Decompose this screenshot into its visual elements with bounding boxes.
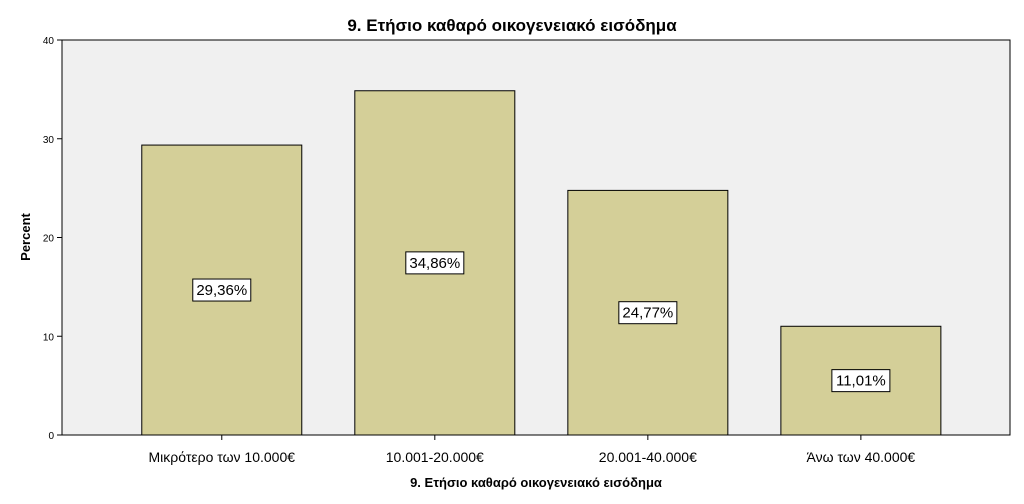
data-label-box-2 — [618, 301, 678, 325]
data-label-0: 29,36% — [196, 282, 247, 299]
data-label-2: 24,77% — [622, 305, 673, 322]
data-label-1: 34,86% — [409, 255, 460, 272]
y-tick-label-4: 40 — [43, 36, 55, 47]
y-axis-title: Percent — [18, 212, 33, 260]
category-label-0: Μικρότερο των 10.000€ — [149, 449, 296, 465]
data-label-3: 11,01% — [836, 373, 886, 390]
category-label-1: 10.001-20.000€ — [386, 449, 484, 465]
data-label-box-1 — [405, 251, 465, 275]
chart-title: 9. Ετήσιο καθαρό οικογενειακό εισόδημα — [347, 16, 677, 35]
category-label-3: Άνω των 40.000€ — [807, 449, 916, 465]
category-label-2: 20.001-40.000€ — [599, 449, 697, 465]
x-axis-title: 9. Ετήσιο καθαρό οικογενειακό εισόδημα — [410, 475, 662, 490]
data-label-box-0 — [192, 278, 252, 302]
y-axis: 0 10 20 30 40 — [43, 36, 62, 442]
y-tick-label-3: 30 — [43, 135, 55, 146]
y-tick-label-0: 0 — [48, 431, 54, 442]
y-tick-label-1: 10 — [43, 332, 55, 343]
bars-group: 29,36% 34,86% 24,77% 11,01% — [141, 90, 942, 436]
y-tick-label-2: 20 — [43, 234, 55, 245]
x-axis-labels: Μικρότερο των 10.000€ 10.001-20.000€ 20.00… — [149, 435, 916, 465]
data-label-box-3 — [831, 369, 891, 393]
